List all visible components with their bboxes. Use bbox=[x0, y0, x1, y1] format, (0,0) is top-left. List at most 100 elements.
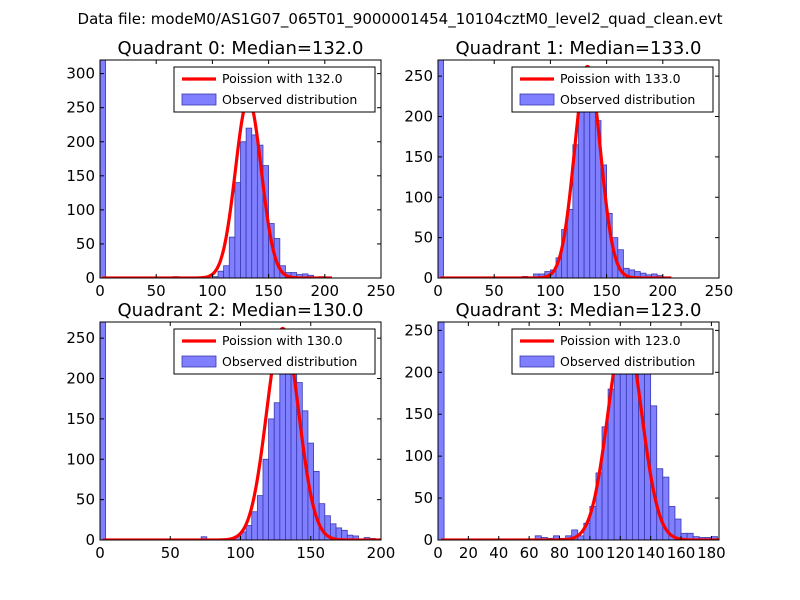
legend: Poission with 130.0 Observed distribution bbox=[173, 328, 376, 375]
x-tick-label: 40 bbox=[489, 544, 508, 562]
x-tick-label: 0 bbox=[95, 544, 105, 562]
x-tick-label: 50 bbox=[485, 282, 504, 300]
histogram-bar bbox=[262, 458, 270, 540]
y-tick-label: 50 bbox=[76, 491, 95, 509]
x-tick-label: 150 bbox=[592, 282, 621, 300]
y-tick-label: 200 bbox=[66, 370, 95, 388]
y-tick-label: 150 bbox=[404, 148, 433, 166]
histogram-bar bbox=[285, 345, 292, 540]
legend-bar-swatch bbox=[181, 93, 217, 106]
histogram-bar bbox=[273, 402, 281, 540]
x-tick-label: 0 bbox=[433, 544, 443, 562]
quadrant-2-title: Quadrant 2: Median=130.0 bbox=[118, 300, 364, 321]
histogram-bar bbox=[438, 60, 445, 278]
x-tick-label: 150 bbox=[254, 282, 283, 300]
histogram-bar bbox=[251, 134, 258, 278]
axes-frame bbox=[437, 59, 720, 279]
histogram-bar bbox=[251, 511, 258, 540]
histogram-bar bbox=[223, 265, 230, 278]
figure-title: Data file: modeM0/AS1G07_065T01_90000014… bbox=[78, 10, 723, 29]
x-tick-label: 50 bbox=[147, 282, 166, 300]
x-tick-label: 50 bbox=[161, 544, 180, 562]
legend-bar-swatch bbox=[519, 93, 555, 106]
y-tick-label: 0 bbox=[85, 269, 95, 287]
histogram-bar bbox=[578, 99, 585, 278]
quadrant-0-chart: Quadrant 0: Median=132.00 50 100 150 200 2500… bbox=[66, 38, 395, 300]
y-tick-label: 50 bbox=[76, 235, 95, 253]
x-tick-label: 140 bbox=[636, 544, 665, 562]
legend-line-label: Poission with 130.0 bbox=[222, 333, 343, 348]
y-tick-label: 0 bbox=[85, 531, 95, 549]
x-tick-label: 180 bbox=[697, 544, 726, 562]
quadrant-3-title: Quadrant 3: Median=123.0 bbox=[456, 300, 702, 321]
y-tick-label: 150 bbox=[66, 410, 95, 428]
x-tick-label: 60 bbox=[520, 544, 539, 562]
x-tick-label: 200 bbox=[367, 544, 396, 562]
histogram-bar bbox=[268, 418, 275, 540]
histogram-bar bbox=[234, 182, 241, 278]
legend-bar-swatch bbox=[519, 355, 555, 368]
y-tick-label: 250 bbox=[404, 67, 433, 85]
histogram-bar bbox=[256, 495, 264, 540]
quadrant-2-chart: Quadrant 2: Median=130.0 0 50 100 150 200 0 50 1… bbox=[66, 300, 395, 562]
y-tick-label: 250 bbox=[404, 321, 433, 339]
y-axis: 0 50 100 150 200 250 bbox=[404, 321, 719, 549]
y-tick-label: 100 bbox=[404, 447, 433, 465]
histogram-bar bbox=[217, 270, 225, 278]
y-tick-label: 100 bbox=[66, 201, 95, 219]
histogram-bar bbox=[438, 322, 445, 540]
y-tick-label: 300 bbox=[66, 65, 95, 83]
x-tick-label: 80 bbox=[550, 544, 569, 562]
histogram-bar bbox=[228, 236, 236, 278]
legend-line-label: Poission with 133.0 bbox=[560, 71, 681, 86]
histogram-bar bbox=[589, 95, 596, 278]
y-axis: 0 50 100 150 200 250 bbox=[404, 67, 719, 287]
x-tick-label: 250 bbox=[705, 282, 734, 300]
x-tick-label: 200 bbox=[310, 282, 339, 300]
y-tick-label: 150 bbox=[404, 405, 433, 423]
axes-frame bbox=[437, 321, 720, 541]
x-axis: 0 50 100 150 200 250 bbox=[95, 60, 395, 300]
x-tick-label: 100 bbox=[576, 544, 605, 562]
y-tick-label: 200 bbox=[404, 363, 433, 381]
x-tick-label: 0 bbox=[95, 282, 105, 300]
legend-line-label: Poission with 132.0 bbox=[222, 71, 343, 86]
quadrant-3-chart: Quadrant 3: Median=123.00 20 40 60 80 100 120 1… bbox=[404, 300, 726, 562]
quadrant-1-chart: Quadrant 1: Median=133.00 50 100 150 200 2500… bbox=[404, 38, 733, 300]
x-tick-label: 20 bbox=[459, 544, 478, 562]
histogram-bar bbox=[245, 127, 253, 278]
x-tick-label: 100 bbox=[198, 282, 227, 300]
y-tick-label: 250 bbox=[66, 329, 95, 347]
x-tick-label: 160 bbox=[667, 544, 696, 562]
y-tick-label: 150 bbox=[66, 167, 95, 185]
y-axis: 0 50 100 150 200 250 bbox=[66, 329, 381, 549]
axes-frame bbox=[99, 59, 382, 279]
legend-bar-label: Observed distribution bbox=[560, 92, 695, 107]
histogram-bar bbox=[200, 536, 208, 540]
histogram-bar bbox=[100, 60, 107, 278]
y-tick-label: 200 bbox=[66, 133, 95, 151]
x-tick-label: 250 bbox=[367, 282, 396, 300]
legend-bar-label: Observed distribution bbox=[222, 92, 357, 107]
x-tick-label: 0 bbox=[433, 282, 443, 300]
legend-line-label: Poission with 123.0 bbox=[560, 333, 681, 348]
y-tick-label: 200 bbox=[404, 108, 433, 126]
legend-bar-label: Observed distribution bbox=[560, 354, 695, 369]
histogram-bar bbox=[100, 322, 107, 540]
legend: Poission with 133.0 Observed distribution bbox=[511, 66, 714, 113]
quadrant-1-title: Quadrant 1: Median=133.0 bbox=[456, 38, 702, 59]
legend-bar-label: Observed distribution bbox=[222, 354, 357, 369]
y-tick-label: 50 bbox=[414, 489, 433, 507]
y-tick-label: 0 bbox=[423, 531, 433, 549]
y-tick-label: 250 bbox=[66, 99, 95, 117]
x-tick-label: 120 bbox=[606, 544, 635, 562]
x-axis: 0 50 100 150 200 bbox=[95, 322, 395, 562]
y-tick-label: 100 bbox=[404, 188, 433, 206]
legend: Poission with 132.0 Observed distribution bbox=[173, 66, 376, 113]
x-tick-label: 100 bbox=[536, 282, 565, 300]
quadrant-0-title: Quadrant 0: Median=132.0 bbox=[118, 38, 364, 59]
histogram-bar bbox=[583, 91, 591, 278]
histogram-bar bbox=[625, 371, 633, 540]
legend-bar-swatch bbox=[181, 355, 217, 368]
